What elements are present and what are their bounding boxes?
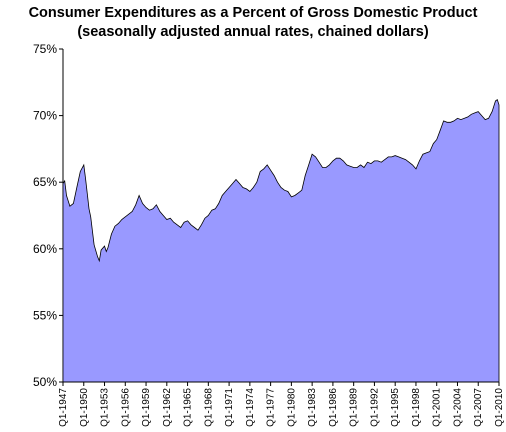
x-tick-label: Q1-1947 [58,388,69,427]
x-tick: Q1-1965 [183,382,194,427]
x-tick-label: Q1-1965 [183,388,194,427]
x-tick: Q1-1989 [349,382,360,427]
x-tick-label: Q1-2007 [473,388,484,427]
x-tick: Q1-1995 [390,382,401,427]
area-layer [62,98,500,383]
y-tick-label: 55% [33,308,57,322]
x-tick-label: Q1-1986 [328,388,339,427]
area-series [62,98,500,383]
x-tick: Q1-1974 [245,382,256,427]
x-tick-label: Q1-2004 [452,388,463,427]
x-tick: Q1-1959 [141,382,152,427]
x-tick: Q1-1986 [328,382,339,427]
y-tick: 60% [33,242,63,256]
chart-subtitle: (seasonally adjusted annual rates, chain… [77,24,429,40]
x-tick-label: Q1-1950 [79,388,90,427]
x-tick: Q1-2004 [452,382,463,427]
x-tick-label: Q1-1962 [162,388,173,427]
y-tick-label: 50% [33,375,57,389]
x-tick-label: Q1-1974 [245,388,256,427]
x-tick-label: Q1-1992 [369,388,380,427]
x-tick-label: Q1-2010 [494,388,505,427]
y-tick-label: 60% [33,242,57,256]
x-tick: Q1-2007 [473,382,484,427]
y-tick: 55% [33,308,63,322]
x-tick: Q1-2010 [494,382,505,427]
x-tick: Q1-1953 [100,382,111,427]
x-tick: Q1-1983 [307,382,318,427]
x-tick: Q1-1968 [203,382,214,427]
x-tick-label: Q1-1980 [286,388,297,427]
y-tick-label: 70% [33,109,57,123]
x-tick: Q1-1980 [286,382,297,427]
y-tick-label: 75% [33,42,57,56]
y-tick-label: 65% [33,175,57,189]
x-tick-label: Q1-1998 [411,388,422,427]
y-tick: 50% [33,375,63,389]
y-tick: 65% [33,175,63,189]
y-axis: 50% 55% 60% 65% 70% 75% [33,42,64,389]
y-tick: 75% [33,42,63,56]
x-tick-label: Q1-2001 [432,388,443,427]
x-tick: Q1-1998 [411,382,422,427]
x-tick: Q1-2001 [432,382,443,427]
x-tick: Q1-1947 [58,382,69,427]
x-tick-label: Q1-1971 [224,388,235,427]
x-tick: Q1-1962 [162,382,173,427]
x-tick: Q1-1992 [369,382,380,427]
x-tick-label: Q1-1953 [100,388,111,427]
x-tick-label: Q1-1989 [349,388,360,427]
x-tick-label: Q1-1968 [203,388,214,427]
x-tick-label: Q1-1959 [141,388,152,427]
x-tick: Q1-1971 [224,382,235,427]
x-axis: Q1-1947 Q1-1950 Q1-1953 Q1-1956 Q1-1959 Q1-19… [58,381,505,427]
x-tick: Q1-1950 [79,382,90,427]
x-tick-label: Q1-1983 [307,388,318,427]
x-tick-label: Q1-1977 [266,388,277,427]
y-tick: 70% [33,109,63,123]
x-tick-label: Q1-1995 [390,388,401,427]
x-tick: Q1-1956 [120,382,131,427]
x-tick: Q1-1977 [266,382,277,427]
x-tick-label: Q1-1956 [120,388,131,427]
chart-title: Consumer Expenditures as a Percent of Gr… [28,5,478,21]
